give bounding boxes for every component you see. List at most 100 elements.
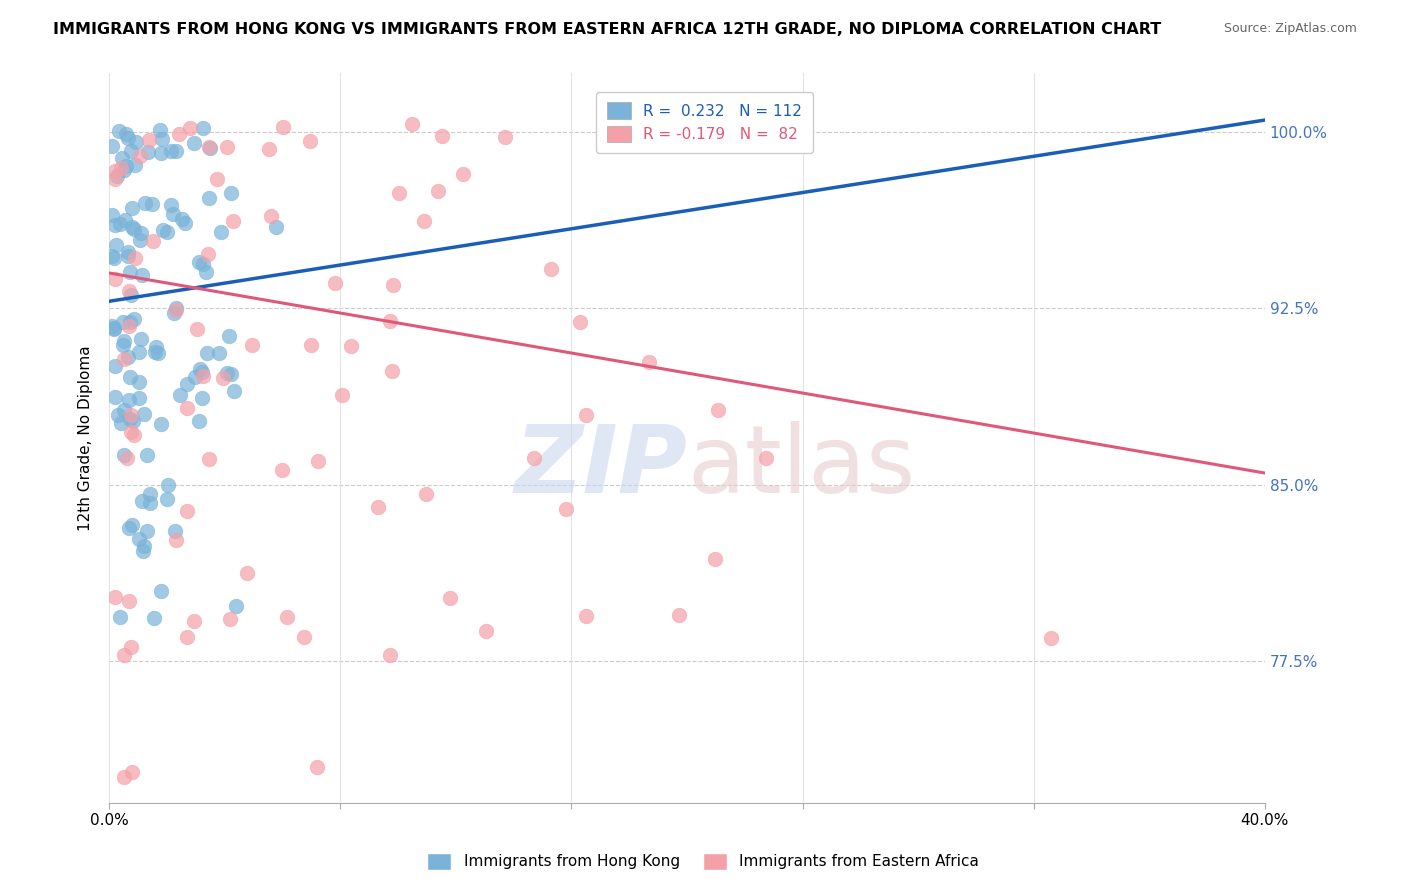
Point bbox=[219, 186, 242, 200]
Point bbox=[193, 121, 215, 136]
Point bbox=[105, 238, 128, 252]
Point bbox=[236, 566, 259, 581]
Point bbox=[197, 451, 219, 466]
Point bbox=[222, 384, 245, 399]
Point bbox=[120, 425, 142, 439]
Point bbox=[413, 214, 436, 228]
Point bbox=[183, 136, 205, 150]
Point bbox=[188, 362, 211, 376]
Point bbox=[117, 318, 139, 333]
Point bbox=[111, 151, 134, 165]
Point bbox=[240, 338, 263, 352]
Point bbox=[198, 141, 221, 155]
Point bbox=[124, 251, 146, 265]
Point bbox=[299, 338, 322, 352]
Point bbox=[298, 134, 321, 148]
Point bbox=[104, 172, 127, 186]
Point bbox=[668, 608, 690, 623]
Text: Source: ZipAtlas.com: Source: ZipAtlas.com bbox=[1223, 22, 1357, 36]
Point bbox=[149, 146, 172, 161]
Point bbox=[136, 524, 159, 538]
Point bbox=[118, 521, 141, 535]
Point bbox=[165, 302, 187, 317]
Point bbox=[271, 120, 294, 135]
Point bbox=[430, 129, 453, 144]
Point bbox=[339, 338, 361, 352]
Point bbox=[453, 167, 475, 181]
Point bbox=[193, 368, 215, 383]
Point bbox=[197, 246, 219, 260]
Point bbox=[156, 225, 179, 239]
Point bbox=[131, 268, 153, 283]
Point bbox=[121, 219, 143, 234]
Point bbox=[160, 144, 183, 158]
Point bbox=[112, 163, 135, 178]
Point bbox=[523, 451, 546, 466]
Point bbox=[124, 158, 146, 172]
Point bbox=[112, 403, 135, 417]
Point bbox=[380, 313, 402, 327]
Point bbox=[138, 133, 160, 147]
Point bbox=[142, 611, 165, 625]
Point bbox=[150, 132, 173, 146]
Point bbox=[388, 186, 411, 200]
Point bbox=[172, 211, 194, 226]
Point bbox=[120, 411, 142, 425]
Point bbox=[114, 127, 136, 141]
Point bbox=[307, 453, 329, 467]
Point bbox=[122, 312, 145, 326]
Point bbox=[186, 322, 208, 336]
Point bbox=[118, 393, 141, 408]
Point bbox=[103, 321, 125, 335]
Point bbox=[163, 524, 186, 539]
Point bbox=[101, 319, 124, 334]
Point bbox=[276, 610, 298, 624]
Point bbox=[103, 322, 125, 336]
Point bbox=[122, 414, 145, 428]
Point bbox=[128, 345, 150, 359]
Point bbox=[166, 301, 188, 315]
Point bbox=[132, 544, 155, 558]
Point bbox=[475, 624, 498, 638]
Point bbox=[575, 408, 598, 422]
Point bbox=[706, 403, 728, 417]
Point bbox=[205, 172, 228, 186]
Point bbox=[323, 277, 346, 291]
Point bbox=[110, 161, 132, 176]
Point bbox=[176, 401, 198, 415]
Point bbox=[165, 533, 187, 548]
Point bbox=[264, 220, 287, 235]
Point bbox=[120, 640, 142, 654]
Point bbox=[136, 145, 159, 159]
Point bbox=[125, 135, 148, 149]
Point bbox=[174, 216, 197, 230]
Point bbox=[115, 450, 138, 465]
Point bbox=[165, 145, 187, 159]
Point bbox=[121, 764, 143, 779]
Point bbox=[110, 610, 132, 624]
Point bbox=[156, 491, 179, 506]
Point bbox=[146, 345, 169, 359]
Point bbox=[104, 390, 127, 404]
Point bbox=[112, 770, 135, 784]
Point bbox=[132, 539, 155, 553]
Point bbox=[197, 191, 219, 205]
Point bbox=[188, 414, 211, 428]
Point bbox=[122, 221, 145, 235]
Point bbox=[176, 376, 198, 391]
Point bbox=[101, 139, 124, 153]
Point bbox=[179, 120, 201, 135]
Point bbox=[120, 409, 142, 423]
Point bbox=[120, 265, 142, 279]
Point bbox=[149, 417, 172, 432]
Point bbox=[198, 140, 221, 154]
Point bbox=[104, 359, 127, 374]
Point bbox=[101, 249, 124, 263]
Point bbox=[128, 375, 150, 389]
Point bbox=[129, 149, 152, 163]
Point bbox=[143, 345, 166, 359]
Point bbox=[132, 407, 155, 421]
Point bbox=[104, 272, 127, 286]
Text: atlas: atlas bbox=[688, 421, 915, 513]
Point bbox=[128, 234, 150, 248]
